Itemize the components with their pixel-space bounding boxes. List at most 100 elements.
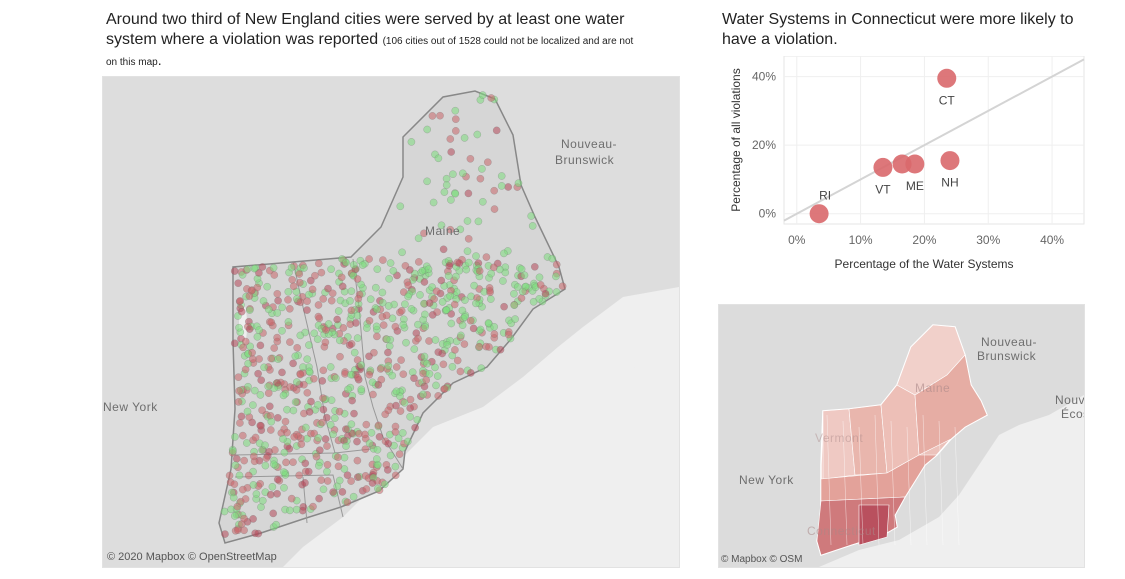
scatter-svg: 0% 10% 20% 30% 40% 0% 20% 40% RI VT ME NH CT Percenta… (729, 55, 1085, 271)
city-dot (237, 412, 246, 421)
city-dot (451, 115, 460, 124)
city-dot (456, 367, 465, 376)
city-dot (369, 390, 377, 399)
city-dot (446, 225, 455, 234)
city-dot (287, 494, 296, 503)
city-dot (319, 394, 327, 402)
city-dot (434, 348, 443, 357)
city-dot (256, 421, 265, 430)
city-dot (361, 445, 370, 454)
city-dot (269, 460, 278, 469)
city-dot (421, 323, 429, 331)
city-dot (413, 415, 422, 424)
city-dot (288, 275, 296, 284)
city-dot (536, 281, 545, 289)
main-title-line1: Around two third of New England cities w… (106, 11, 625, 28)
city-dot (313, 335, 322, 344)
city-dot (384, 348, 392, 357)
city-dot (392, 387, 401, 396)
city-dot (251, 433, 260, 442)
city-dot (250, 386, 259, 395)
city-dot (423, 125, 432, 134)
city-dot (389, 267, 398, 275)
city-dot (242, 439, 251, 447)
city-dot (353, 275, 362, 283)
city-dot (510, 289, 518, 298)
city-dot (452, 272, 460, 281)
city-dot (347, 477, 355, 485)
city-dot (490, 205, 499, 213)
city-dot (449, 170, 457, 178)
city-dot (326, 363, 335, 371)
mini-map-label-new-york: New York (739, 473, 794, 487)
point-label: ME (906, 179, 924, 193)
city-dot (284, 295, 292, 304)
city-dot (397, 306, 406, 315)
city-dot (238, 431, 247, 440)
city-dot (323, 460, 332, 469)
city-dot (303, 306, 311, 314)
city-dot (286, 338, 294, 346)
city-dot (510, 301, 519, 309)
mini-map-land (719, 305, 1084, 567)
city-dot (396, 407, 405, 415)
city-dot (339, 324, 348, 332)
city-dot (381, 410, 390, 419)
city-dot (231, 461, 240, 470)
city-dot (268, 482, 277, 491)
city-dot (445, 261, 454, 270)
city-dot (358, 261, 367, 269)
city-dot (273, 379, 281, 387)
city-dot (220, 507, 229, 516)
county-border (922, 414, 928, 546)
city-dot (237, 307, 246, 316)
city-dot (453, 356, 462, 365)
city-dot (305, 341, 313, 349)
city-dot (244, 471, 253, 480)
city-dot (240, 526, 248, 535)
city-dot (406, 404, 415, 412)
city-dot (278, 326, 286, 335)
city-dot (255, 326, 263, 334)
scatter-chart[interactable]: 0% 10% 20% 30% 40% 0% 20% 40% RI VT ME NH CT Percenta… (722, 55, 1086, 278)
main-map[interactable]: Nouveau- Brunswick Maine New York © 2020… (102, 76, 680, 568)
city-dot (353, 311, 362, 320)
city-dot (395, 450, 404, 459)
city-dot (317, 268, 326, 277)
city-dot (328, 289, 337, 298)
city-dot (487, 94, 496, 102)
city-dot (347, 370, 355, 379)
city-dot (273, 333, 281, 342)
city-dot (266, 490, 275, 499)
city-dot (229, 447, 237, 456)
county-border (858, 426, 864, 546)
mini-map-label-ecos: Écos (1061, 407, 1084, 421)
data-point (873, 157, 893, 177)
city-dot (292, 378, 301, 386)
city-dot (373, 332, 381, 341)
city-dot (476, 174, 485, 183)
city-dot (305, 408, 314, 416)
city-dot (240, 514, 248, 523)
city-dot (439, 360, 448, 369)
city-dot (266, 426, 275, 434)
city-dot (342, 425, 350, 434)
city-dot (338, 488, 347, 496)
city-dot (414, 258, 423, 266)
scatter-title-line1: Water Systems in Connecticut were more l… (722, 11, 1074, 28)
city-dot (466, 369, 475, 377)
city-dot (464, 234, 473, 243)
border-ma-south (234, 474, 344, 518)
mini-map-label-nouv: Nouve (1055, 393, 1085, 407)
city-dot (385, 342, 394, 350)
city-dot (293, 343, 301, 352)
city-dot (497, 182, 506, 190)
city-dot (425, 337, 433, 345)
city-dot (270, 344, 278, 352)
city-dot (343, 498, 352, 507)
city-dot (324, 284, 332, 293)
mini-map[interactable]: Nouveau- Brunswick Maine New York Nouve … (718, 304, 1085, 568)
city-dot (322, 413, 331, 422)
city-dot (425, 369, 434, 378)
city-dot (252, 490, 261, 498)
